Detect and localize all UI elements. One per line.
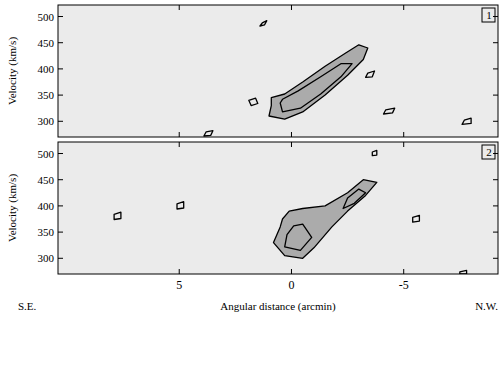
x-tick-label: 5	[176, 278, 182, 292]
contour	[204, 131, 213, 136]
y-tick	[493, 232, 498, 233]
x-tick-label: 0	[288, 278, 294, 292]
direction-label: S.E.	[18, 300, 37, 312]
y-tick	[493, 258, 498, 259]
contour	[114, 212, 121, 219]
contour	[413, 215, 420, 222]
contour	[462, 118, 471, 124]
x-tick	[403, 142, 404, 147]
x-tick	[179, 132, 180, 137]
y-tick-label: 400	[38, 200, 55, 212]
contour	[372, 150, 377, 155]
x-tick	[291, 132, 292, 137]
panel-number: 1	[486, 9, 492, 21]
y-tick	[58, 95, 63, 96]
contour	[366, 71, 375, 77]
x-tick	[291, 5, 292, 10]
y-tick	[58, 153, 63, 154]
y-tick	[58, 232, 63, 233]
frame	[58, 142, 498, 274]
y-tick-label: 400	[38, 63, 55, 75]
y-tick	[493, 95, 498, 96]
x-tick	[179, 5, 180, 10]
x-tick	[403, 132, 404, 137]
x-tick-label: -5	[399, 278, 409, 292]
y-tick	[58, 121, 63, 122]
contour	[384, 108, 395, 114]
y-tick	[58, 68, 63, 69]
panel: 300 350 400 450 500 Velocity (km/s) 1	[6, 5, 498, 137]
y-tick-label: 500	[38, 11, 55, 23]
x-axis-title: Angular distance (arcmin)	[220, 300, 336, 313]
x-tick	[179, 269, 180, 274]
plot-background	[58, 142, 498, 274]
contour	[280, 64, 352, 112]
y-axis-title: Velocity (km/s)	[6, 37, 19, 105]
y-tick	[58, 205, 63, 206]
y-tick	[493, 179, 498, 180]
contours	[204, 21, 471, 136]
y-tick-label: 450	[38, 37, 55, 49]
y-axis-title: Velocity (km/s)	[6, 174, 19, 242]
contour	[269, 45, 368, 119]
contour	[274, 180, 377, 259]
x-tick	[291, 269, 292, 274]
y-tick-label: 300	[38, 115, 55, 127]
y-tick	[58, 16, 63, 17]
y-tick	[493, 42, 498, 43]
contour	[177, 202, 184, 209]
y-tick	[493, 121, 498, 122]
contour	[343, 189, 366, 208]
x-tick	[403, 269, 404, 274]
x-tick	[403, 5, 404, 10]
contour	[249, 98, 258, 105]
direction-label: N.W.	[475, 300, 498, 312]
y-tick	[493, 205, 498, 206]
frame	[58, 5, 498, 137]
panel: 5 0 -5 300 350 400 450 500 Velocity (km/s) 2 Angul…	[6, 142, 498, 313]
panel-number-box	[482, 8, 495, 22]
y-tick-label: 350	[38, 226, 55, 238]
plot-background	[58, 5, 498, 137]
y-tick	[493, 68, 498, 69]
x-tick	[179, 142, 180, 147]
y-tick	[58, 42, 63, 43]
contour	[260, 21, 267, 26]
y-tick-label: 350	[38, 89, 55, 101]
contour	[460, 270, 467, 274]
figure: 300 350 400 450 500 Velocity (km/s) 1 5 0 -5 300 35…	[0, 0, 504, 387]
contour	[285, 224, 312, 250]
panel-number: 2	[486, 146, 492, 158]
panel-number-box	[482, 145, 495, 159]
y-tick	[58, 179, 63, 180]
y-tick-label: 300	[38, 252, 55, 264]
x-tick	[291, 142, 292, 147]
contours	[114, 150, 467, 274]
y-tick-label: 500	[38, 148, 55, 160]
y-tick	[58, 258, 63, 259]
y-tick-label: 450	[38, 174, 55, 186]
